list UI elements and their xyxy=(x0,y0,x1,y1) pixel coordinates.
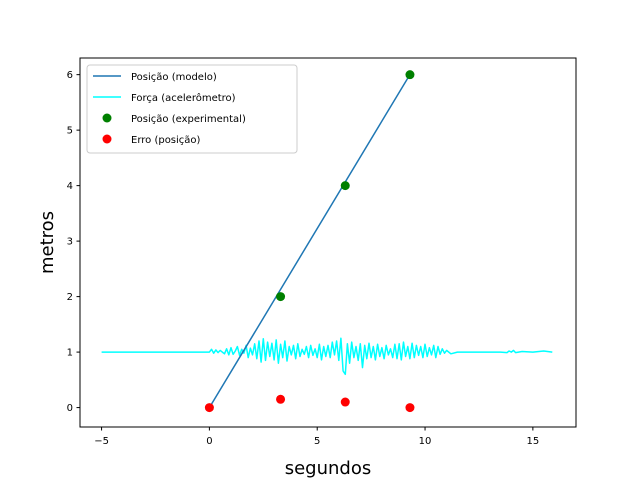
scatter-point xyxy=(276,394,286,404)
x-tick-label: 5 xyxy=(314,436,320,447)
x-tick-label: 10 xyxy=(419,436,432,447)
legend-label: Erro (posição) xyxy=(131,135,201,146)
scatter-point xyxy=(340,181,350,191)
scatter-point xyxy=(340,397,350,407)
legend-marker-swatch xyxy=(102,113,112,123)
legend-label: Posição (modelo) xyxy=(131,72,217,83)
legend-label: Posição (experimental) xyxy=(131,114,246,125)
x-tick-label: 15 xyxy=(527,436,540,447)
axis-ticks: −5 0 5 10 15 0 1 2 3 4 5 6 xyxy=(67,70,540,447)
series-line xyxy=(101,337,553,376)
y-tick-label: 4 xyxy=(67,181,73,192)
series-line xyxy=(208,74,411,408)
x-tick-label: −5 xyxy=(94,436,109,447)
y-axis-title: metros xyxy=(37,211,58,274)
y-tick-label: 6 xyxy=(67,70,73,81)
y-tick-label: 1 xyxy=(67,348,73,359)
x-tick-label: 0 xyxy=(206,436,212,447)
legend: Posição (modelo) Força (acelerômetro) Posi… xyxy=(86,64,298,154)
scatter-point xyxy=(405,70,415,80)
x-axis-title: segundos xyxy=(285,458,372,479)
scatter-point xyxy=(405,403,415,413)
y-tick-label: 3 xyxy=(67,237,73,248)
y-tick-label: 2 xyxy=(67,292,73,303)
plot-area xyxy=(101,70,553,413)
axes-frame xyxy=(79,57,577,428)
y-tick-label: 0 xyxy=(67,403,73,414)
legend-label: Força (acelerômetro) xyxy=(131,92,236,104)
y-tick-label: 5 xyxy=(67,126,73,137)
legend-marker-swatch xyxy=(102,134,112,144)
scatter-point xyxy=(204,403,214,413)
scatter-point xyxy=(276,292,286,302)
legend-box xyxy=(86,64,298,154)
